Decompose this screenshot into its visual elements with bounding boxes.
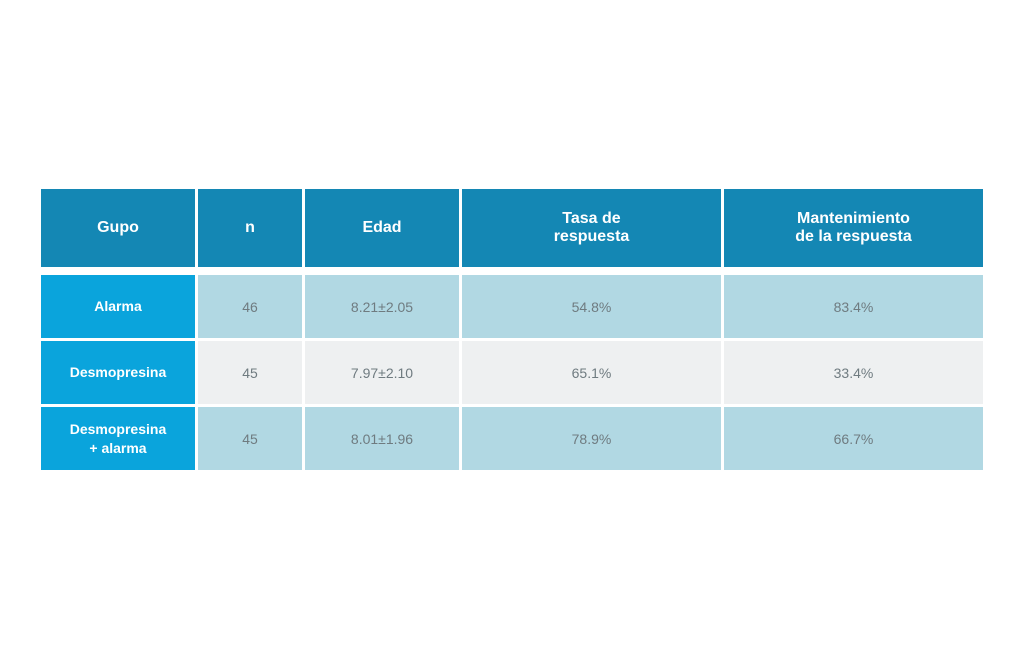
n-cell: 45 (198, 404, 305, 470)
header-label: n (245, 219, 255, 236)
mantenimiento-cell: 66.7% (724, 404, 983, 470)
group-label: Desmopresina + alarma (69, 420, 167, 456)
edad-cell: 8.21±2.05 (305, 275, 462, 338)
header-label: Edad (362, 219, 402, 236)
edad-cell: 8.01±1.96 (305, 404, 462, 470)
n-cell: 45 (198, 338, 305, 404)
header-cell-n: n (198, 189, 305, 267)
group-label: Desmopresina (69, 364, 167, 380)
spacer-cell (41, 267, 983, 275)
header-cell-mantenimiento: Mantenimiento de la respuesta (724, 189, 983, 267)
group-cell: Desmopresina + alarma (41, 404, 198, 470)
mantenimiento-cell: 33.4% (724, 338, 983, 404)
header-cell-grupo: Gupo (41, 189, 198, 267)
table-header: Gupo n Edad Tasa de respuesta Mantenimie… (41, 189, 983, 275)
header-label: Gupo (97, 219, 139, 236)
header-label: Mantenimiento de la respuesta (795, 210, 912, 245)
group-cell: Alarma (41, 275, 198, 338)
header-cell-tasa: Tasa de respuesta (462, 189, 724, 267)
edad-cell: 7.97±2.10 (305, 338, 462, 404)
group-label: Alarma (94, 298, 142, 314)
header-row: Gupo n Edad Tasa de respuesta Mantenimie… (41, 189, 983, 267)
tasa-cell: 54.8% (462, 275, 724, 338)
header-cell-edad: Edad (305, 189, 462, 267)
table-row: Desmopresina 45 7.97±2.10 65.1% 33.4% (41, 338, 983, 404)
results-table: Gupo n Edad Tasa de respuesta Mantenimie… (41, 189, 983, 470)
results-table-container: Gupo n Edad Tasa de respuesta Mantenimie… (41, 189, 983, 470)
header-spacer (41, 267, 983, 275)
table-row: Desmopresina + alarma 45 8.01±1.96 78.9%… (41, 404, 983, 470)
group-cell: Desmopresina (41, 338, 198, 404)
n-cell: 46 (198, 275, 305, 338)
mantenimiento-cell: 83.4% (724, 275, 983, 338)
tasa-cell: 78.9% (462, 404, 724, 470)
table-row: Alarma 46 8.21±2.05 54.8% 83.4% (41, 275, 983, 338)
tasa-cell: 65.1% (462, 338, 724, 404)
header-label: Tasa de respuesta (553, 210, 630, 245)
table-body: Alarma 46 8.21±2.05 54.8% 83.4% Desmopre… (41, 275, 983, 470)
